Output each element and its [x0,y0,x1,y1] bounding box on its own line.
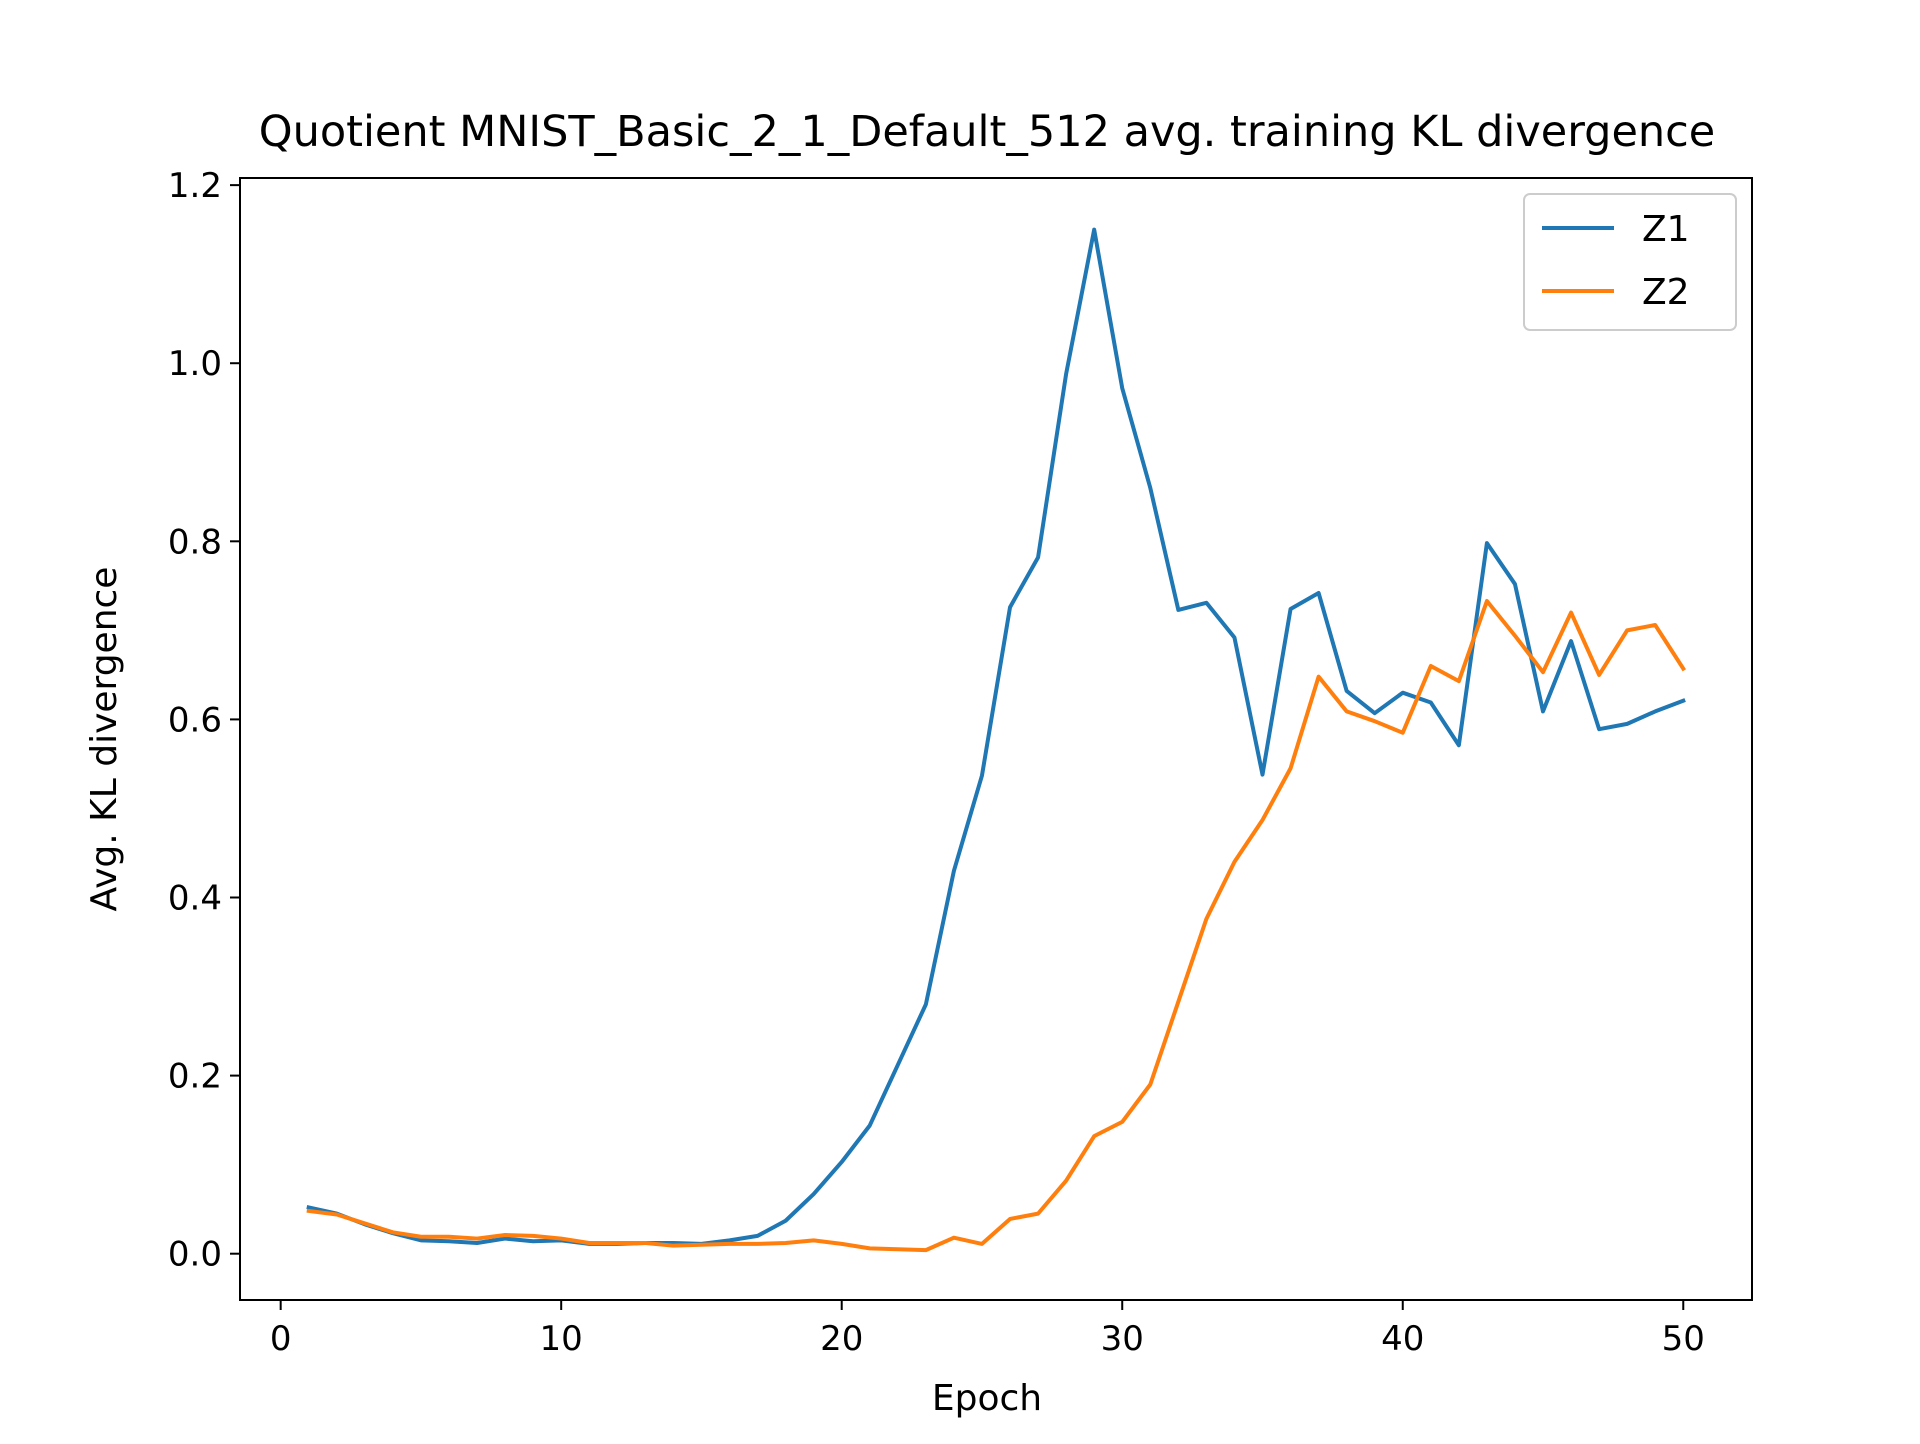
series-line-z2 [306,598,1687,1253]
x-tick-label: 10 [540,1319,583,1359]
y-axis-label: Avg. KL divergence [84,567,125,912]
y-tick-label: 0.4 [168,879,222,919]
legend-label-z2: Z2 [1642,272,1690,313]
y-tick-label: 1.0 [168,344,222,384]
legend-box [1523,193,1737,331]
y-tick-label: 0.2 [168,1057,222,1097]
chart-title: Quotient MNIST_Basic_2_1_Default_512 avg… [259,107,1716,157]
x-tick-label: 40 [1381,1319,1424,1359]
x-tick-label: 20 [820,1319,863,1359]
y-axis-ticks: 0.0 0.2 0.4 0.6 0.8 1.0 1.2 [168,166,240,1275]
series-line-z1 [306,227,1686,1246]
x-axis-label: Epoch [932,1378,1042,1419]
x-axis-ticks: 0 10 20 30 40 50 [270,1300,1705,1359]
y-tick-label: 0.0 [168,1235,222,1275]
plot-area [239,177,1753,1301]
legend-label-z1: Z1 [1642,209,1690,250]
x-tick-label: 0 [270,1319,292,1359]
x-tick-label: 30 [1101,1319,1144,1359]
x-tick-label: 50 [1662,1319,1705,1359]
legend: Z1 Z2 [1523,193,1737,331]
y-tick-label: 1.2 [168,166,222,206]
axes-frame [239,177,1753,1301]
y-tick-label: 0.8 [168,522,222,562]
y-tick-label: 0.6 [168,700,222,740]
